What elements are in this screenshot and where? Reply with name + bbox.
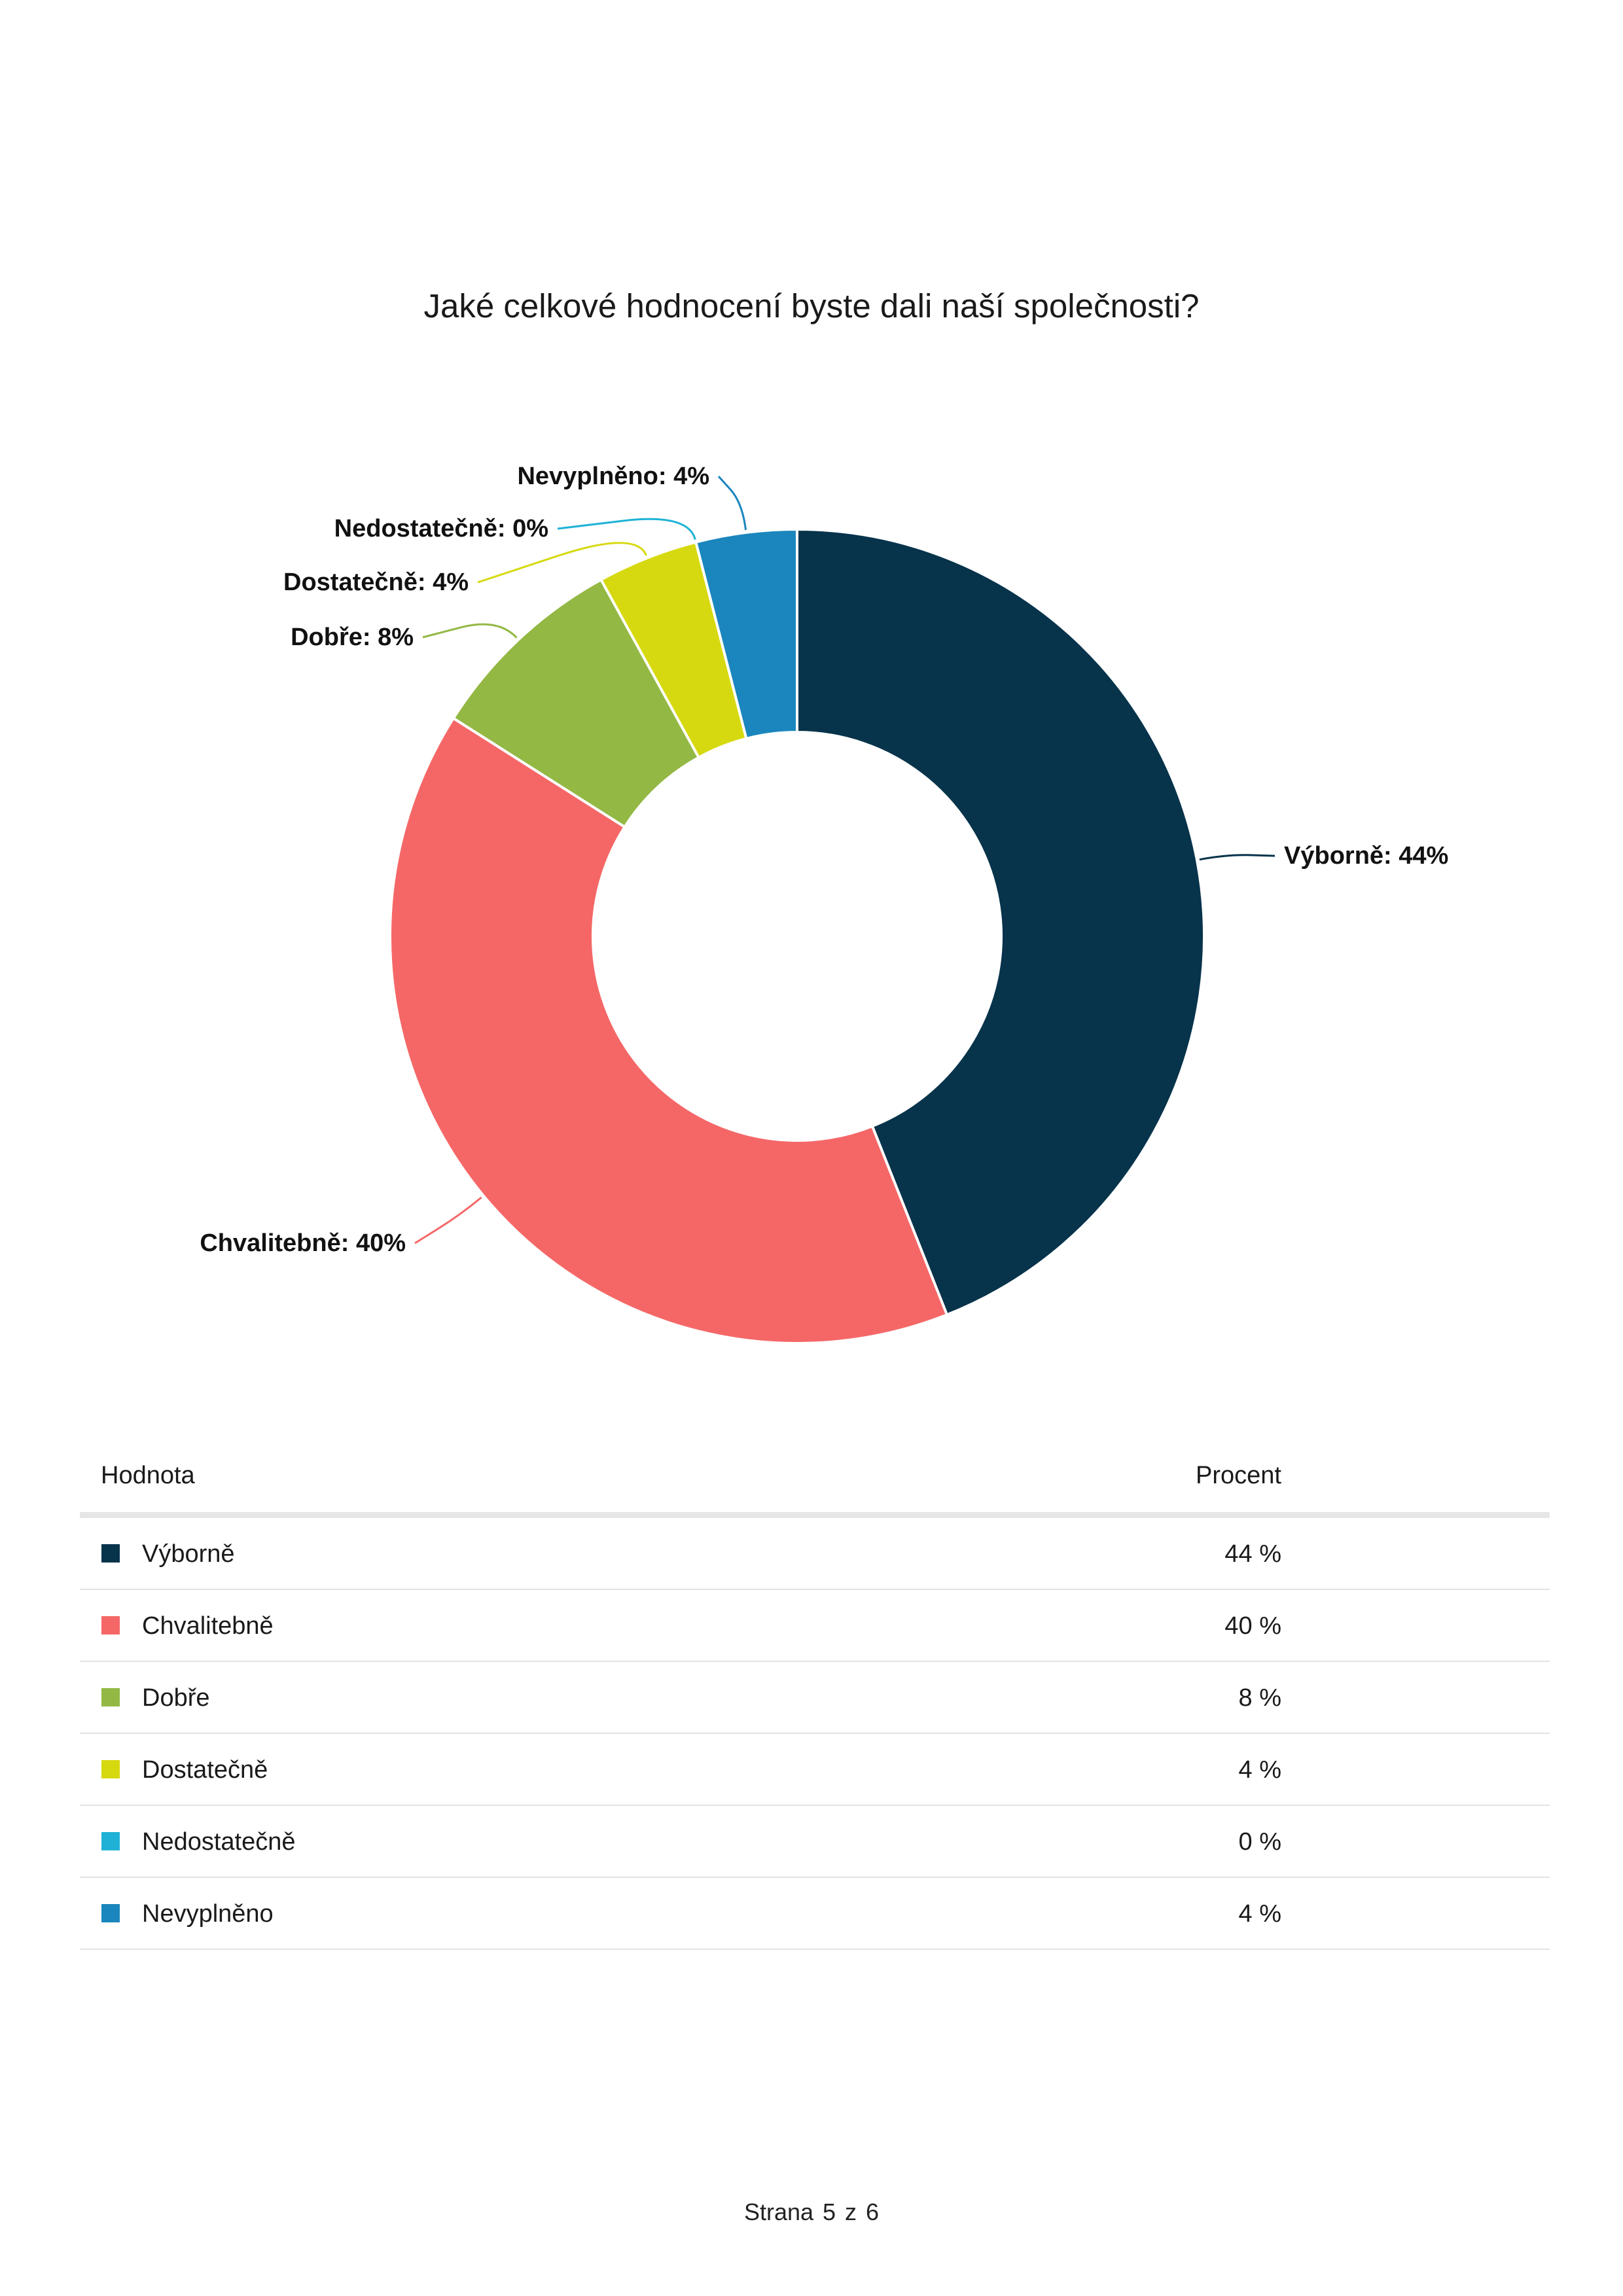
legend-swatch <box>101 1760 120 1778</box>
table-row: Nevyplněno 4 % <box>80 1878 1550 1950</box>
row-label: Výborně <box>142 1540 235 1568</box>
row-percent: 4 % <box>1238 1900 1281 1928</box>
table-row: Dostatečně 4 % <box>80 1734 1550 1806</box>
row-label: Chvalitebně <box>142 1612 274 1640</box>
legend-swatch <box>101 1904 120 1922</box>
slice-label-dostatecne: Dostatečně: 4% <box>283 569 469 596</box>
legend-swatch <box>101 1832 120 1850</box>
slice-label-dobre: Dobře: 8% <box>291 624 414 651</box>
row-percent: 4 % <box>1238 1756 1281 1784</box>
leader-line-nevyplneno <box>717 475 747 531</box>
leader-line-dostatecne <box>477 542 647 584</box>
slice-label-nevyplneno: Nevyplněno: 4% <box>517 463 709 490</box>
leader-line-vyborne <box>1199 854 1275 861</box>
donut-chart: Výborně: 44% Chvalitebně: 40% Dobře: 8% Dos… <box>200 463 1448 1345</box>
row-percent: 0 % <box>1238 1828 1281 1856</box>
leader-line-dobre <box>422 623 518 639</box>
row-label: Nedostatečně <box>142 1828 296 1856</box>
legend-swatch <box>101 1616 120 1634</box>
slice-chvalitebne <box>389 716 949 1345</box>
slice-label-chvalitebne: Chvalitebně: 40% <box>200 1229 406 1257</box>
slice-nevyplneno <box>694 527 798 741</box>
row-percent: 40 % <box>1224 1612 1281 1640</box>
leader-line-nedostatecne <box>557 518 696 540</box>
row-label: Dostatečně <box>142 1756 268 1784</box>
slice-dobre <box>452 578 701 829</box>
row-label: Dobře <box>142 1684 210 1712</box>
table-row: Nedostatečně 0 % <box>80 1806 1550 1878</box>
legend-swatch <box>101 1544 120 1563</box>
row-label: Nevyplněno <box>142 1900 274 1928</box>
header-percent: Procent <box>1196 1462 1281 1489</box>
row-percent: 44 % <box>1224 1540 1281 1568</box>
chart-title: Jaké celkové hodnocení byste dali naší s… <box>423 287 1200 325</box>
table-row: Chvalitebně 40 % <box>80 1590 1550 1662</box>
header-value: Hodnota <box>101 1462 195 1489</box>
slice-label-nedostatecne: Nedostatečně: 0% <box>334 515 548 542</box>
table-row: Dobře 8 % <box>80 1662 1550 1734</box>
table-header: Hodnota Procent <box>80 1439 1550 1518</box>
legend-swatch <box>101 1688 120 1706</box>
table-row: Výborně 44 % <box>80 1518 1550 1590</box>
slice-label-vyborne: Výborně: 44% <box>1284 842 1448 870</box>
page-number: Strana 5 z 6 <box>743 2199 880 2225</box>
results-table: Hodnota Procent Výborně 44 % Chvalitebně… <box>80 1439 1550 1950</box>
leader-line-chvalitebne <box>414 1196 482 1245</box>
slice-vyborne <box>796 527 1205 1316</box>
row-percent: 8 % <box>1238 1684 1281 1712</box>
